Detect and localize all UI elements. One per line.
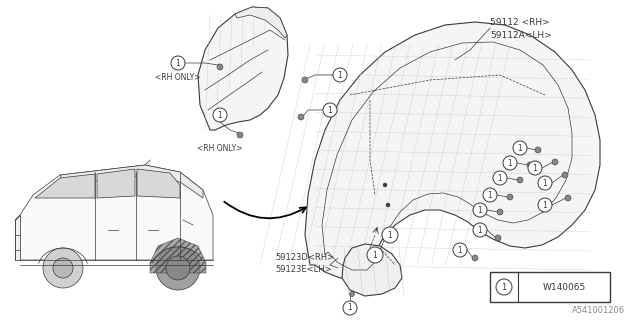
Bar <box>490 272 610 302</box>
Circle shape <box>473 203 487 217</box>
Text: 1: 1 <box>501 283 507 292</box>
Circle shape <box>298 114 304 120</box>
Text: 1: 1 <box>508 158 513 167</box>
Text: 59123E<LH>: 59123E<LH> <box>275 266 332 275</box>
Circle shape <box>453 243 467 257</box>
Text: 59112A<LH>: 59112A<LH> <box>490 30 552 39</box>
Circle shape <box>552 159 558 165</box>
Polygon shape <box>342 244 402 296</box>
Text: A541001206: A541001206 <box>572 306 625 315</box>
Text: 1: 1 <box>348 303 353 313</box>
Circle shape <box>333 68 347 82</box>
Text: 1: 1 <box>175 59 180 68</box>
Polygon shape <box>60 165 203 198</box>
Circle shape <box>349 292 355 297</box>
Circle shape <box>562 172 568 178</box>
Circle shape <box>503 156 517 170</box>
Text: 1: 1 <box>488 190 492 199</box>
Text: 1: 1 <box>328 106 332 115</box>
Polygon shape <box>15 215 20 260</box>
Circle shape <box>513 141 527 155</box>
Text: 1: 1 <box>518 143 522 153</box>
Circle shape <box>528 161 542 175</box>
Circle shape <box>473 223 487 237</box>
Circle shape <box>535 147 541 153</box>
Polygon shape <box>20 165 213 260</box>
Circle shape <box>382 227 398 243</box>
Polygon shape <box>150 238 206 273</box>
Text: <RH ONLY>: <RH ONLY> <box>155 73 200 82</box>
Text: 1: 1 <box>218 110 222 119</box>
Circle shape <box>538 176 552 190</box>
Circle shape <box>517 177 523 183</box>
Circle shape <box>53 258 73 278</box>
Text: 1: 1 <box>372 251 378 260</box>
Text: 1: 1 <box>338 70 342 79</box>
Circle shape <box>217 64 223 70</box>
Circle shape <box>497 209 503 215</box>
Circle shape <box>213 108 227 122</box>
Text: 1: 1 <box>532 164 538 172</box>
Circle shape <box>383 183 387 187</box>
Text: 1: 1 <box>477 205 483 214</box>
Circle shape <box>237 132 243 138</box>
Text: 1: 1 <box>543 201 547 210</box>
Polygon shape <box>35 174 95 198</box>
Text: 1: 1 <box>498 173 502 182</box>
Text: W140065: W140065 <box>542 283 586 292</box>
Polygon shape <box>305 22 600 278</box>
Circle shape <box>538 198 552 212</box>
Circle shape <box>565 195 571 201</box>
Circle shape <box>343 301 357 315</box>
Circle shape <box>493 171 507 185</box>
Polygon shape <box>235 7 287 38</box>
Circle shape <box>507 194 513 200</box>
Circle shape <box>367 247 383 263</box>
Text: 1: 1 <box>477 226 483 235</box>
Circle shape <box>527 162 533 168</box>
Polygon shape <box>97 169 135 198</box>
Circle shape <box>483 188 497 202</box>
Text: 59123D<RH>: 59123D<RH> <box>275 253 334 262</box>
Circle shape <box>495 235 501 241</box>
Polygon shape <box>198 7 288 130</box>
Text: 1: 1 <box>543 179 547 188</box>
Polygon shape <box>137 169 180 198</box>
Circle shape <box>43 248 83 288</box>
Circle shape <box>386 203 390 207</box>
Text: 59112 <RH>: 59112 <RH> <box>490 18 550 27</box>
Text: <RH ONLY>: <RH ONLY> <box>197 143 243 153</box>
Circle shape <box>156 246 200 290</box>
Circle shape <box>496 279 512 295</box>
Circle shape <box>472 255 478 261</box>
Circle shape <box>323 103 337 117</box>
Circle shape <box>166 256 190 280</box>
Text: 1: 1 <box>458 245 462 254</box>
Circle shape <box>302 77 308 83</box>
Text: 1: 1 <box>388 230 392 239</box>
Circle shape <box>171 56 185 70</box>
